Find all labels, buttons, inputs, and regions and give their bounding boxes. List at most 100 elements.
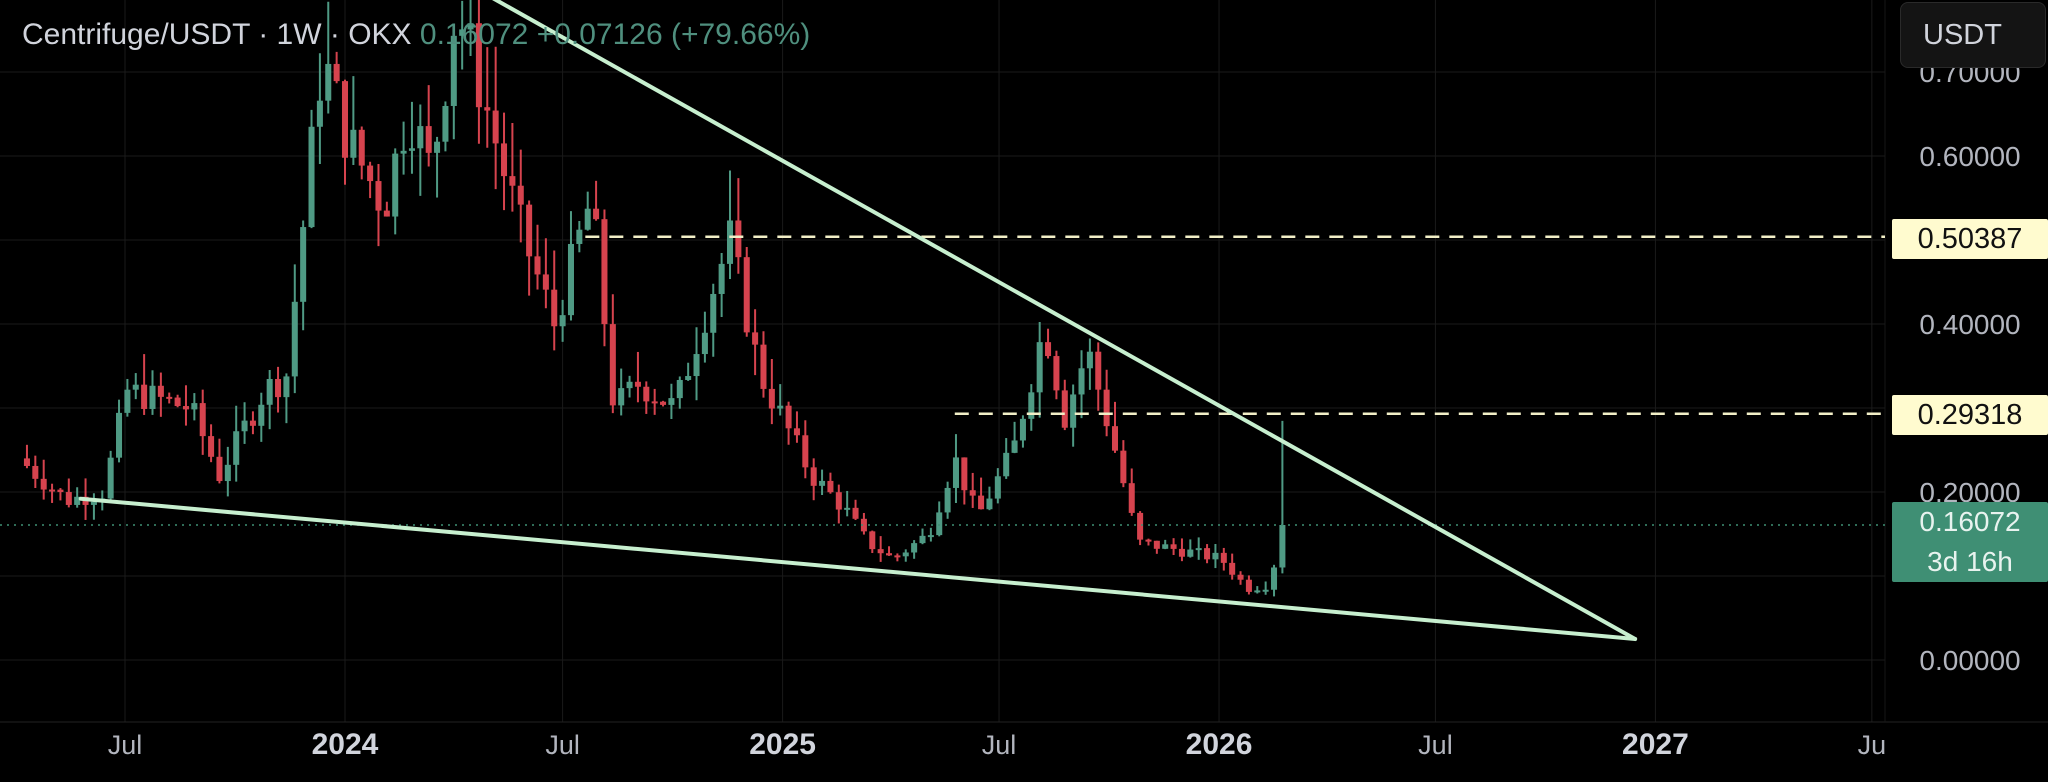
candle-body <box>1245 579 1252 592</box>
candle-body <box>1011 440 1018 453</box>
candle-body <box>275 379 282 398</box>
candle-body <box>726 220 734 264</box>
candle-body <box>752 332 759 345</box>
candle-body <box>835 492 842 510</box>
candle-body <box>526 204 533 257</box>
candle-body <box>1254 590 1261 593</box>
candle-body <box>266 379 273 405</box>
candle-body <box>886 553 893 556</box>
x-tick-label: 2026 <box>1186 728 1253 761</box>
candle-body <box>300 227 307 302</box>
candle-body <box>660 401 667 405</box>
candle-body <box>157 385 164 397</box>
candle-body <box>74 496 81 505</box>
price-change-value: +0.07126 (+79.66%) <box>536 18 811 51</box>
candle-body <box>785 405 792 429</box>
chart-legend: Centrifuge/USDT · 1W · OKX 0.16072 +0.07… <box>22 18 810 52</box>
candles <box>23 0 1286 597</box>
candle-body <box>208 436 215 457</box>
candle-body <box>316 100 323 127</box>
candle-body <box>224 464 231 482</box>
candle-body <box>383 210 390 217</box>
candle-body <box>1204 548 1211 560</box>
candle-body <box>1061 390 1068 428</box>
candle-body <box>241 420 248 432</box>
candle-body <box>643 386 650 402</box>
candle-body <box>166 396 173 399</box>
candle-body <box>174 397 181 407</box>
candle-body <box>1145 539 1152 542</box>
candle-body <box>1078 368 1085 395</box>
candle-body <box>1137 512 1144 540</box>
candle-body <box>459 29 466 36</box>
candle-body <box>1170 544 1177 549</box>
candle-body <box>551 289 558 327</box>
candle-body <box>1279 524 1286 568</box>
candle-body <box>668 398 675 405</box>
candle-body <box>827 480 834 493</box>
candle-body <box>651 401 658 404</box>
candle-body <box>852 507 859 519</box>
candle-body <box>609 324 616 406</box>
candle-body <box>1271 567 1278 590</box>
candle-body <box>1237 574 1244 580</box>
candle-body <box>249 420 256 426</box>
candle-body <box>392 153 399 217</box>
candle-body <box>442 105 449 142</box>
x-tick-label: 2027 <box>1622 728 1689 761</box>
candle-body <box>584 208 591 230</box>
candle-body <box>1178 548 1185 557</box>
candle-body <box>810 467 817 486</box>
candle-body <box>1120 450 1127 484</box>
last-price-value: 0.16072 <box>419 18 529 51</box>
candle-body <box>1019 418 1026 441</box>
candle-body <box>944 487 951 513</box>
candle-body <box>576 229 583 244</box>
candle-body <box>501 143 508 177</box>
candle-body <box>1220 552 1227 563</box>
candle-body <box>601 219 608 325</box>
y-tick-label: 0.60000 <box>1919 141 2020 172</box>
candle-body <box>542 274 549 290</box>
candle-body <box>1162 544 1169 549</box>
x-tick-label: Jul <box>108 730 143 760</box>
candle-body <box>768 388 775 409</box>
candle-body <box>927 535 934 538</box>
candle-body <box>735 220 742 258</box>
candle-body <box>793 428 800 436</box>
candle-body <box>819 480 826 486</box>
candle-body <box>325 63 332 101</box>
candle-body <box>141 384 148 409</box>
candle-body <box>1036 342 1043 393</box>
candle-body <box>1128 483 1135 513</box>
candle-body <box>534 256 541 275</box>
candle-body <box>1070 394 1077 428</box>
candle-body <box>1053 356 1060 391</box>
currency-button[interactable]: USDT <box>1900 2 2046 68</box>
x-tick-label: Ju <box>1858 730 1887 760</box>
candle-body <box>149 385 156 409</box>
candle-body <box>509 176 516 186</box>
bar-countdown: 3d 16h <box>1927 546 2013 577</box>
candle-body <box>969 490 976 496</box>
candle-body <box>1103 389 1110 427</box>
candle-body <box>1212 552 1219 560</box>
candle-body <box>952 457 959 488</box>
candle-body <box>626 381 633 389</box>
current-price-value: 0.16072 <box>1919 506 2021 537</box>
candle-body <box>1111 426 1119 451</box>
level-label-upper: 0.50387 <box>1892 219 2048 259</box>
candle-body <box>894 555 901 558</box>
candle-body <box>517 185 524 205</box>
candle-body <box>676 379 683 399</box>
candle-body <box>65 492 72 505</box>
candle-body <box>559 315 566 327</box>
candle-body <box>358 129 365 166</box>
candle-body <box>718 263 725 294</box>
candle-body <box>869 531 876 550</box>
candle-body <box>1153 540 1160 549</box>
candle-body <box>919 535 926 544</box>
candle-body <box>1045 342 1052 357</box>
candle-body <box>40 478 47 490</box>
